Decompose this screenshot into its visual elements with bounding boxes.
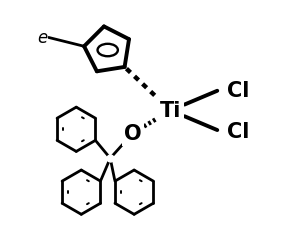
Text: O: O	[124, 123, 142, 143]
Text: e: e	[37, 29, 47, 47]
Text: Cl: Cl	[227, 81, 250, 101]
Text: Ti: Ti	[160, 101, 181, 121]
Text: Cl: Cl	[227, 121, 250, 141]
